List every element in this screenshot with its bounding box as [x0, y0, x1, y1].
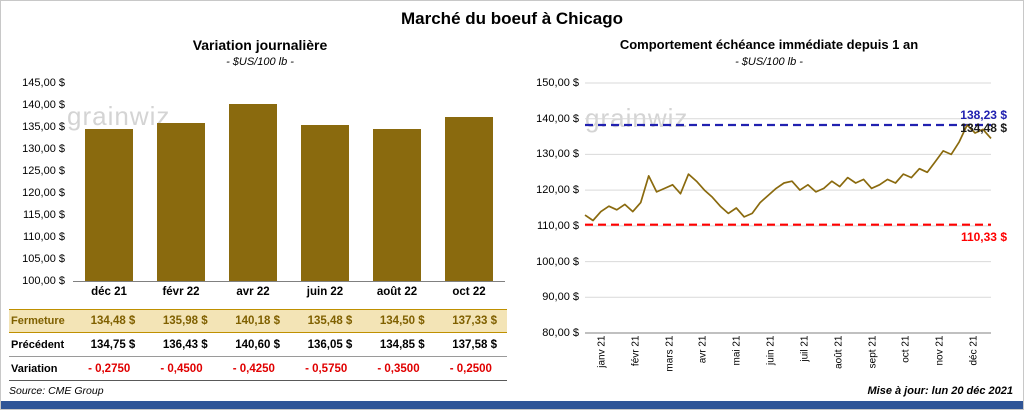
y-axis-label: 115,00 $: [22, 209, 65, 221]
x-axis-month-label: mai 21: [731, 335, 743, 366]
y-axis-label: 110,00 $: [536, 219, 579, 232]
y-axis-label: 100,00 $: [22, 275, 65, 287]
right-chart-title: Comportement échéance immédiate depuis 1…: [619, 37, 919, 52]
table-cell: 137,58 $: [452, 338, 497, 351]
x-axis-label: avr 22: [236, 286, 270, 298]
table-cell: 135,98 $: [162, 315, 208, 327]
x-axis-month-label: déc 21: [968, 335, 980, 366]
x-axis-month-label: juin 21: [765, 335, 777, 365]
bottom-accent-bar: [1, 401, 1023, 409]
y-axis-label: 100,00 $: [536, 255, 579, 268]
y-axis-label: 120,00 $: [536, 184, 579, 197]
x-axis-month-label: oct 21: [900, 335, 912, 363]
bar: [445, 116, 493, 281]
bar: [301, 124, 349, 281]
row-label: Variation: [11, 362, 58, 375]
table-row-fermeture: Fermeture 134,48 $ 135,98 $ 140,18 $ 135,48 …: [9, 309, 507, 333]
x-axis-month-label: janv 21: [596, 335, 608, 368]
updated-note: Mise à jour: lun 20 déc 2021: [867, 385, 1013, 397]
y-axis-label: 120,00 $: [22, 187, 65, 199]
y-axis-label: 80,00 $: [542, 327, 579, 339]
left-chart-title: Variation journalière: [192, 37, 328, 53]
table-cell: - 0,3500: [377, 362, 420, 375]
table-cell: 140,18 $: [235, 315, 280, 327]
watermark: grainwiz: [585, 103, 689, 133]
table-cell: 134,48 $: [90, 315, 136, 327]
x-axis-month-label: avr 21: [697, 335, 709, 364]
bar: [229, 104, 277, 281]
table-cell: 136,43 $: [162, 338, 208, 351]
x-axis-label: oct 22: [452, 286, 486, 298]
y-axis-label: 125,00 $: [22, 165, 65, 177]
table-cell: - 0,4500: [160, 362, 203, 375]
x-axis-label: juin 22: [306, 286, 344, 298]
left-plot-area: [73, 83, 505, 282]
left-chart-subtitle: - $US/100 lb -: [226, 56, 294, 68]
bar: [157, 122, 205, 281]
price-line-series: [584, 124, 992, 222]
y-axis-label: 130,00 $: [22, 143, 65, 155]
x-axis-month-label: nov 21: [934, 335, 946, 366]
watermark: grainwiz: [67, 101, 171, 131]
one-year-panel: Comportement échéance immédiate depuis 1…: [519, 35, 1019, 397]
page-title: Marché du boeuf à Chicago: [401, 9, 623, 28]
table-cell: 135,48 $: [307, 315, 353, 327]
x-axis-month-label: sept 21: [867, 335, 879, 369]
y-axis-label: 150,00 $: [536, 77, 579, 89]
table-cell: 134,85 $: [379, 338, 425, 351]
x-axis-month-label: juil 21: [799, 335, 811, 362]
y-axis-label: 145,00 $: [22, 77, 65, 89]
right-plot-area: [584, 82, 992, 334]
table-row-precedent: Précédent 134,75 $ 136,43 $ 140,60 $ 136,05 …: [9, 333, 507, 357]
x-axis-label: août 22: [376, 286, 418, 298]
y-axis-label: 140,00 $: [536, 112, 579, 125]
x-axis-month-label: févr 21: [630, 335, 642, 367]
x-axis-month-label: août 21: [833, 335, 845, 369]
table-cell: 137,33 $: [452, 315, 497, 327]
bar: [85, 129, 133, 281]
y-axis-label: 90,00 $: [542, 291, 579, 304]
table-cell: - 0,4250: [232, 362, 275, 375]
right-chart-subtitle: - $US/100 lb -: [735, 56, 803, 68]
left-x-axis: déc 21 févr 22 avr 22 juin 22 août 22 oct 22: [73, 286, 505, 298]
price-table: Fermeture 134,48 $ 135,98 $ 140,18 $ 135,48 …: [9, 309, 507, 381]
table-row-variation: Variation - 0,2750 - 0,4500 - 0,4250 - 0,575…: [9, 357, 507, 381]
table-cell: 140,60 $: [235, 338, 280, 351]
y-axis-label: 105,00 $: [22, 253, 65, 265]
row-label: Précédent: [11, 338, 65, 351]
x-axis-label: févr 22: [162, 286, 200, 298]
y-axis-label: 130,00 $: [536, 148, 579, 161]
source-note: Source: CME Group: [9, 385, 104, 397]
row-label: Fermeture: [11, 315, 65, 327]
x-axis-label: déc 21: [91, 286, 127, 298]
table-cell: 136,05 $: [307, 338, 353, 351]
table-cell: - 0,2750: [88, 362, 131, 375]
table-cell: - 0,2500: [449, 362, 492, 375]
table-cell: 134,75 $: [90, 338, 136, 351]
daily-variation-panel: Variation journalière - $US/100 lb - gra…: [9, 35, 511, 397]
x-axis-month-label: mars 21: [664, 335, 676, 372]
line-chart-svg: [584, 82, 992, 334]
table-cell: - 0,5750: [305, 362, 348, 375]
bar: [373, 129, 421, 281]
table-cell: 134,50 $: [379, 315, 425, 327]
y-axis-label: 135,00 $: [22, 121, 65, 133]
y-axis-label: 110,00 $: [22, 231, 65, 243]
y-axis-label: 140,00 $: [22, 99, 65, 111]
